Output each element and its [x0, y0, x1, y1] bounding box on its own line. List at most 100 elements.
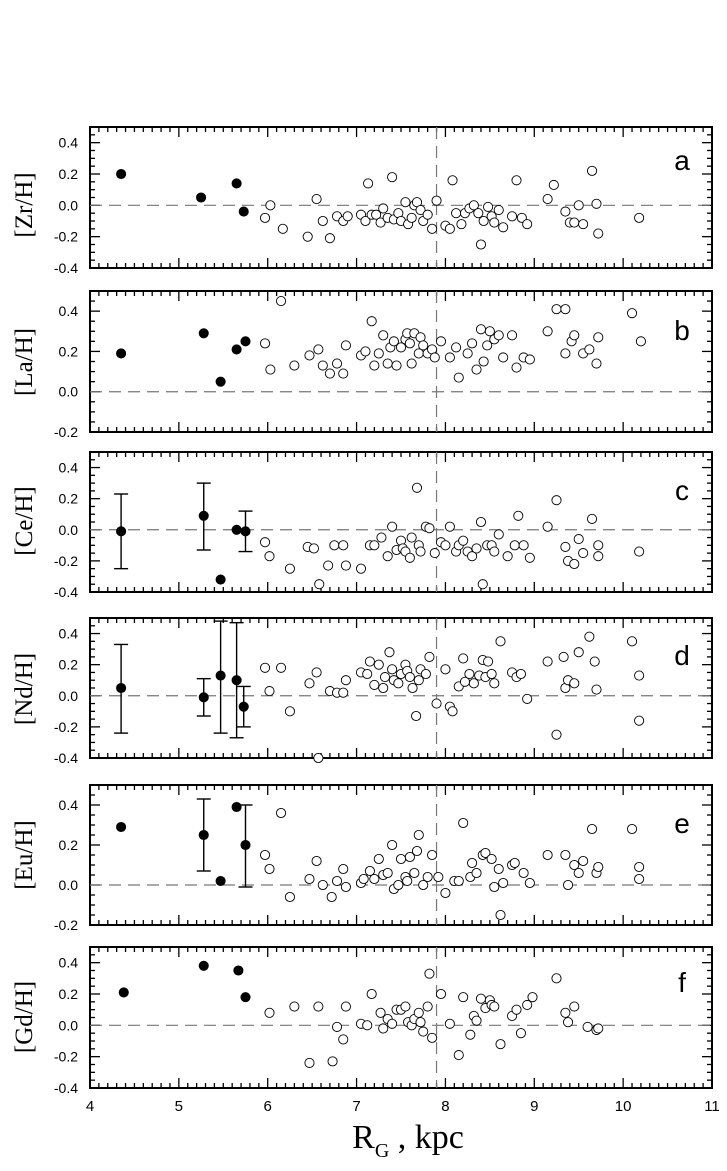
- open-point: [634, 212, 645, 223]
- open-point: [313, 752, 324, 764]
- x-axis-tick-labels: 4 5 6 7 8 9 10 11: [86, 1098, 720, 1115]
- open-point: [634, 715, 645, 726]
- open-point: [569, 330, 580, 341]
- x-axis-label-unit: , kpc: [389, 1119, 464, 1156]
- open-point: [404, 552, 415, 563]
- y-tick-label: 0.2: [59, 491, 79, 507]
- filled-point: [231, 344, 242, 355]
- open-point: [404, 851, 415, 863]
- open-point: [591, 198, 602, 209]
- panel-letter: b: [674, 315, 690, 346]
- open-point: [475, 516, 487, 528]
- open-point: [493, 204, 504, 216]
- open-point: [375, 1007, 386, 1018]
- open-point: [338, 863, 349, 875]
- open-point: [444, 1018, 455, 1029]
- open-point: [458, 992, 469, 1003]
- open-point: [451, 342, 462, 353]
- open-point: [406, 532, 417, 543]
- open-point: [593, 228, 604, 239]
- open-point: [542, 521, 553, 532]
- open-point: [511, 175, 522, 186]
- open-point: [551, 973, 562, 984]
- open-point: [338, 687, 349, 698]
- open-point: [259, 849, 271, 861]
- y-axis-label-a: [Zr/H]: [11, 172, 38, 237]
- open-point: [586, 165, 598, 176]
- open-point: [560, 206, 571, 217]
- open-point: [413, 1007, 424, 1018]
- open-point: [387, 521, 398, 532]
- open-point: [509, 857, 520, 869]
- y-tick-label: 0.0: [59, 197, 79, 213]
- open-point: [573, 867, 584, 879]
- open-point: [518, 540, 529, 551]
- open-point: [560, 849, 571, 861]
- open-point: [586, 823, 598, 835]
- y-tick-label: 0.0: [59, 384, 79, 400]
- open-point: [362, 668, 373, 680]
- open-point: [429, 548, 440, 559]
- open-point: [369, 873, 380, 885]
- open-point: [447, 175, 458, 186]
- y-axis-label-e: [Eu/H]: [11, 820, 38, 889]
- open-point: [284, 563, 295, 574]
- open-point: [509, 540, 520, 551]
- open-point: [524, 877, 535, 889]
- open-point: [435, 336, 447, 347]
- open-point: [324, 368, 335, 379]
- open-point: [569, 217, 580, 228]
- filled-point: [240, 336, 251, 347]
- open-point: [393, 678, 404, 689]
- y-tick-label: 0.4: [59, 135, 79, 151]
- filled-point: [118, 987, 129, 998]
- open-point: [456, 219, 467, 230]
- open-point: [409, 867, 420, 879]
- y-tick-label: -0.4: [54, 260, 78, 276]
- open-point: [265, 364, 276, 375]
- filled-point: [215, 875, 226, 887]
- open-point: [593, 861, 604, 873]
- open-point: [418, 879, 429, 891]
- y-axis-label-f: [Gd/H]: [11, 981, 38, 1053]
- open-point: [471, 867, 482, 879]
- open-point: [418, 340, 429, 351]
- open-point: [387, 664, 398, 675]
- open-point: [400, 197, 411, 208]
- filled-point: [215, 376, 226, 387]
- open-point: [498, 877, 509, 889]
- open-point: [569, 1001, 580, 1012]
- open-point: [311, 855, 322, 867]
- open-point: [422, 871, 433, 883]
- open-point: [563, 1017, 574, 1028]
- panel-a: -0.4 -0.2 0.0 0.2 0.4 [Zr/H] a: [11, 126, 713, 276]
- y-axis-label-b: [La/H]: [11, 328, 38, 396]
- open-point: [420, 668, 431, 680]
- open-point: [407, 682, 418, 694]
- open-point: [518, 867, 529, 879]
- x-axis-label-main: R: [352, 1119, 375, 1156]
- y-tick-label: -0.4: [54, 1080, 78, 1096]
- open-point: [484, 326, 495, 337]
- open-point: [558, 651, 569, 662]
- open-point: [440, 664, 451, 675]
- open-point: [304, 678, 315, 689]
- panel-d: -0.4 -0.2 0.0 0.2 0.4 [Nd/H] d: [11, 617, 713, 766]
- open-point: [313, 1001, 324, 1012]
- y-tick-label: 0.2: [59, 657, 79, 673]
- open-point: [415, 1017, 426, 1028]
- open-point: [551, 495, 562, 506]
- open-point: [511, 1004, 522, 1015]
- filled-point: [231, 801, 242, 813]
- open-point: [284, 891, 295, 903]
- open-point: [493, 330, 504, 341]
- open-point: [317, 360, 328, 371]
- open-point: [265, 200, 276, 211]
- open-point: [424, 968, 435, 979]
- open-point: [515, 1028, 527, 1039]
- open-point: [498, 352, 509, 363]
- open-point: [435, 988, 447, 1000]
- open-point: [388, 336, 399, 347]
